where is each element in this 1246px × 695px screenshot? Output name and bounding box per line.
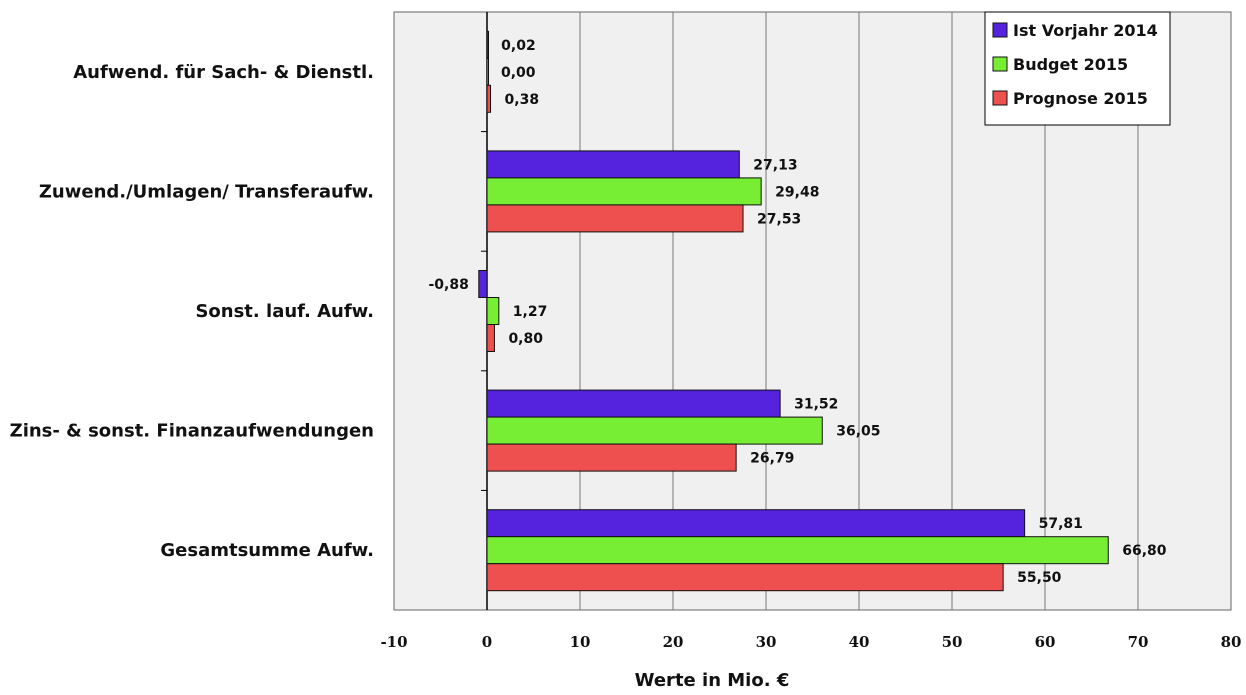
bar: [486, 416, 823, 445]
bar: [486, 443, 737, 472]
x-tick-label: 20: [663, 633, 684, 651]
category-label: Gesamtsumme Aufw.: [160, 540, 374, 561]
x-tick-label: 40: [849, 633, 870, 651]
value-label: 57,81: [1039, 516, 1083, 532]
category-label: Zuwend./Umlagen/ Transferaufw.: [39, 181, 374, 202]
legend-swatch: [992, 22, 1008, 38]
value-label: 27,53: [757, 211, 801, 227]
category-ticks: [481, 131, 487, 491]
value-label: -0,88: [428, 277, 468, 293]
value-label: 55,50: [1017, 570, 1062, 586]
bar: [486, 563, 1004, 592]
bar: [486, 150, 740, 179]
legend-label: Prognose 2015: [1013, 89, 1148, 108]
value-label: 1,27: [513, 304, 548, 320]
bar: [486, 204, 744, 233]
value-label: 0,00: [501, 65, 536, 81]
bar: [486, 509, 1026, 538]
value-label: 29,48: [775, 184, 819, 200]
category-label: Zins- & sonst. Finanzaufwendungen: [10, 421, 374, 442]
legend-items: Ist Vorjahr 2014 Budget 2015 Prognose 2015: [992, 21, 1158, 108]
legend-label: Ist Vorjahr 2014: [1013, 21, 1158, 40]
x-tick-label: 70: [1128, 633, 1149, 651]
bar: [486, 297, 500, 325]
x-tick-label: -10: [380, 633, 407, 651]
legend-box: [984, 11, 1171, 126]
x-tick-label: 10: [570, 633, 591, 651]
legend-swatch: [992, 90, 1008, 106]
value-label: 36,05: [836, 424, 880, 440]
x-axis-title: Werte in Mio. €: [635, 670, 790, 691]
bar: [486, 536, 1109, 565]
bar: [486, 57, 489, 86]
category-label: Aufwend. für Sach- & Dienstl.: [73, 62, 374, 83]
x-tick-label: 50: [942, 633, 963, 651]
category-labels-group: Aufwend. für Sach- & Dienstl. Zuwend./Uml…: [10, 62, 374, 561]
value-label: 26,79: [750, 451, 794, 467]
x-tick-label: 60: [1035, 633, 1056, 651]
legend-label: Budget 2015: [1013, 55, 1128, 74]
category-label: Sonst. lauf. Aufw.: [195, 301, 374, 322]
value-label: 0,38: [505, 92, 540, 108]
x-tick-label: 80: [1221, 633, 1242, 651]
bar: [478, 270, 488, 298]
bar: [486, 177, 762, 206]
bar: [486, 84, 492, 113]
value-label: 0,80: [508, 331, 543, 347]
bar: [486, 30, 489, 59]
bars-group: [478, 30, 1109, 592]
value-label: 0,02: [501, 38, 536, 54]
value-labels-group: 0,02 0,00 0,38 27,13 29,48 27,53 -0,88 1,27 0,80…: [428, 38, 1166, 586]
x-tick-label: 30: [756, 633, 777, 651]
value-label: 66,80: [1122, 543, 1167, 559]
value-label: 31,52: [794, 397, 838, 413]
legend: Ist Vorjahr 2014 Budget 2015 Prognose 2015: [984, 11, 1171, 126]
x-tick-label: 0: [482, 633, 492, 651]
legend-swatch: [992, 56, 1008, 72]
bar: [486, 324, 495, 352]
value-label: 27,13: [753, 157, 797, 173]
x-tick-labels-group: -10 0 10 20 30 40 50 60 70 80: [380, 633, 1241, 651]
bar: [486, 389, 781, 418]
